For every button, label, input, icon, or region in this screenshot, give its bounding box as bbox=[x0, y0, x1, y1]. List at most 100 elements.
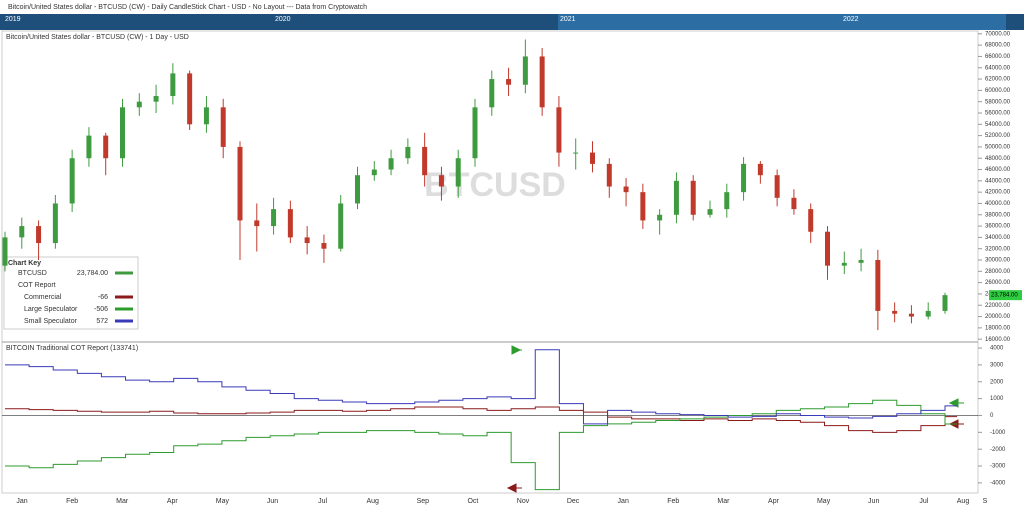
key-title: Chart Key bbox=[8, 260, 41, 267]
y-tick-label: -2000 bbox=[990, 447, 1006, 453]
key-label: Large Speculator bbox=[24, 306, 78, 313]
candle-body bbox=[438, 175, 444, 187]
y-tick-label: 54000.00 bbox=[985, 122, 1011, 128]
key-label: Small Speculator bbox=[24, 318, 78, 325]
y-tick-label: 26000.00 bbox=[985, 280, 1011, 286]
candle-body bbox=[220, 107, 226, 147]
plot-area bbox=[1, 30, 979, 494]
x-tick-label: Apr bbox=[768, 498, 780, 505]
candle-body bbox=[52, 203, 58, 244]
candle-body bbox=[86, 135, 92, 159]
key-label: Commercial bbox=[24, 294, 62, 301]
x-tick-label: Jul bbox=[318, 498, 327, 505]
x-tick-label: Aug bbox=[957, 498, 970, 505]
candle-body bbox=[892, 310, 898, 314]
candle-body bbox=[808, 209, 814, 232]
header-bar bbox=[0, 0, 1024, 14]
cot-line bbox=[5, 399, 958, 491]
candle-body bbox=[858, 260, 864, 263]
y-tick-label: 48000.00 bbox=[985, 156, 1011, 162]
key-swatch bbox=[115, 307, 133, 311]
key-label: BTCUSD bbox=[18, 270, 47, 277]
y-tick-label: 22000.00 bbox=[985, 303, 1011, 309]
key-swatch bbox=[115, 319, 133, 323]
key-swatch bbox=[115, 271, 133, 275]
y-tick-label: 44000.00 bbox=[985, 178, 1011, 184]
candle-body bbox=[19, 226, 25, 238]
candle-body bbox=[522, 56, 528, 85]
x-tick-label: May bbox=[216, 498, 230, 505]
y-tick-label: 56000.00 bbox=[985, 111, 1011, 117]
candle-body bbox=[203, 107, 209, 125]
candle-body bbox=[774, 175, 780, 198]
candle-body bbox=[153, 96, 159, 102]
x-tick-label: Jun bbox=[868, 498, 879, 505]
main-title: Bitcoin/United States dollar - BTCUSD (C… bbox=[6, 34, 189, 41]
candle-body bbox=[942, 295, 948, 311]
candle-body bbox=[472, 107, 478, 159]
navigator-window[interactable] bbox=[558, 14, 1006, 30]
candle-body bbox=[338, 203, 344, 249]
header-title: Bitcoin/United States dollar - BTCUSD (C… bbox=[8, 4, 367, 11]
cot-title: BITCOIN Traditional COT Report (133741) bbox=[6, 345, 138, 352]
y-tick-label: 38000.00 bbox=[985, 212, 1011, 218]
candle-body bbox=[825, 231, 830, 266]
candle-body bbox=[606, 163, 612, 187]
year-label: 2020 bbox=[275, 16, 291, 23]
y-tick-label: 62000.00 bbox=[985, 77, 1011, 83]
candle-body bbox=[741, 163, 747, 193]
candle-body bbox=[237, 146, 243, 221]
x-tick-label: Jul bbox=[919, 498, 928, 505]
arrow-icon bbox=[511, 345, 522, 355]
x-tick-label: Aug bbox=[366, 498, 379, 505]
candle-body bbox=[455, 158, 461, 187]
x-tick-label: Feb bbox=[66, 498, 78, 505]
candle-body bbox=[36, 226, 42, 244]
y-tick-label: 30000.00 bbox=[985, 258, 1011, 264]
year-label: 2021 bbox=[560, 16, 576, 23]
y-tick-label: 34000.00 bbox=[985, 235, 1011, 241]
candle-body bbox=[640, 192, 646, 221]
y-tick-label: 46000.00 bbox=[985, 167, 1011, 173]
candle-body bbox=[757, 163, 763, 176]
x-tick-label: May bbox=[817, 498, 831, 505]
key-value: -66 bbox=[98, 294, 108, 301]
candle-body bbox=[539, 56, 545, 108]
key-value: -506 bbox=[94, 306, 108, 313]
key-value: 572 bbox=[96, 318, 108, 325]
y-tick-label: 1000 bbox=[990, 396, 1004, 402]
candle-body bbox=[120, 107, 125, 159]
candle-body bbox=[103, 135, 109, 159]
candle-body bbox=[2, 237, 8, 266]
chart-key bbox=[3, 256, 139, 330]
x-tick-label: S bbox=[983, 498, 988, 505]
cot-line bbox=[5, 406, 958, 433]
x-tick-label: Apr bbox=[167, 498, 179, 505]
candle-body bbox=[321, 243, 327, 249]
candle-body bbox=[573, 152, 579, 154]
candle-body bbox=[187, 73, 193, 125]
candle-body bbox=[707, 209, 713, 215]
y-tick-label: 68000.00 bbox=[985, 43, 1011, 49]
y-tick-label: 32000.00 bbox=[985, 246, 1011, 252]
y-tick-label: 66000.00 bbox=[985, 54, 1011, 60]
y-tick-label: 16000.00 bbox=[985, 337, 1011, 343]
candle-body bbox=[69, 158, 75, 204]
candle-body bbox=[791, 197, 797, 210]
y-tick-label: -1000 bbox=[990, 430, 1006, 436]
y-tick-label: 42000.00 bbox=[985, 190, 1011, 196]
y-tick-label: 70000.00 bbox=[985, 31, 1011, 37]
candle-body bbox=[136, 101, 142, 108]
x-tick-label: Dec bbox=[567, 498, 580, 505]
y-tick-label: 2000 bbox=[990, 379, 1004, 385]
candle-body bbox=[724, 192, 730, 210]
x-tick-label: Sep bbox=[417, 498, 430, 505]
y-tick-label: 50000.00 bbox=[985, 144, 1011, 150]
y-tick-label: -4000 bbox=[990, 480, 1006, 486]
price-tag-label: 23,784.00 bbox=[991, 293, 1018, 299]
candle-body bbox=[841, 262, 847, 266]
watermark: BTCUSD bbox=[424, 166, 566, 204]
candle-body bbox=[254, 220, 260, 227]
year-label: 2019 bbox=[5, 16, 21, 23]
candle-body bbox=[405, 146, 411, 159]
